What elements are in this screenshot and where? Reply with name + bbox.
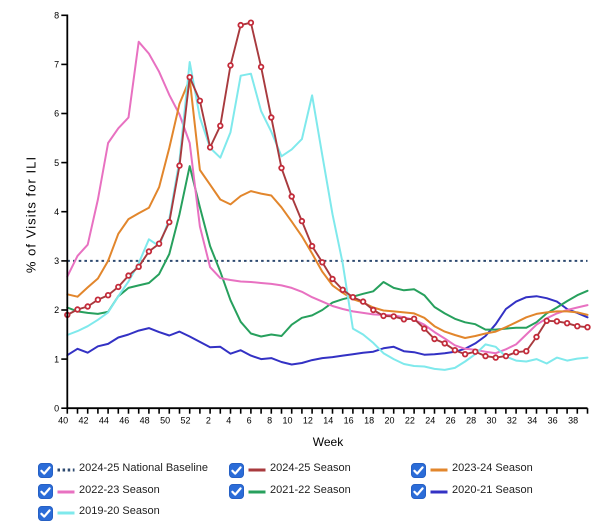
- svg-text:26: 26: [446, 415, 456, 425]
- svg-text:30: 30: [486, 415, 496, 425]
- svg-text:7: 7: [54, 60, 59, 70]
- svg-text:22: 22: [405, 415, 415, 425]
- svg-text:3: 3: [54, 256, 59, 266]
- svg-text:52: 52: [180, 415, 190, 425]
- svg-text:36: 36: [548, 415, 558, 425]
- svg-text:34: 34: [527, 415, 537, 425]
- svg-text:2: 2: [54, 305, 59, 315]
- svg-text:14: 14: [323, 415, 333, 425]
- svg-text:1: 1: [54, 354, 59, 364]
- svg-text:32: 32: [507, 415, 517, 425]
- svg-text:42: 42: [78, 415, 88, 425]
- svg-text:38: 38: [568, 415, 578, 425]
- svg-text:0: 0: [54, 403, 59, 413]
- svg-text:48: 48: [140, 415, 150, 425]
- svg-text:6: 6: [247, 415, 252, 425]
- svg-text:44: 44: [99, 415, 109, 425]
- svg-text:8: 8: [54, 11, 59, 21]
- svg-text:6: 6: [54, 109, 59, 119]
- svg-text:28: 28: [466, 415, 476, 425]
- svg-text:Week: Week: [313, 435, 344, 449]
- svg-text:50: 50: [160, 415, 170, 425]
- svg-text:24: 24: [425, 415, 435, 425]
- svg-text:4: 4: [54, 207, 59, 217]
- svg-text:16: 16: [344, 415, 354, 425]
- svg-text:% of Visits for ILI: % of Visits for ILI: [24, 156, 39, 273]
- svg-text:18: 18: [364, 415, 374, 425]
- svg-text:12: 12: [303, 415, 313, 425]
- svg-text:2: 2: [206, 415, 211, 425]
- svg-text:4: 4: [226, 415, 231, 425]
- svg-text:46: 46: [119, 415, 129, 425]
- svg-text:8: 8: [267, 415, 272, 425]
- svg-text:40: 40: [58, 415, 68, 425]
- svg-text:5: 5: [54, 158, 59, 168]
- svg-text:10: 10: [282, 415, 292, 425]
- svg-text:20: 20: [384, 415, 394, 425]
